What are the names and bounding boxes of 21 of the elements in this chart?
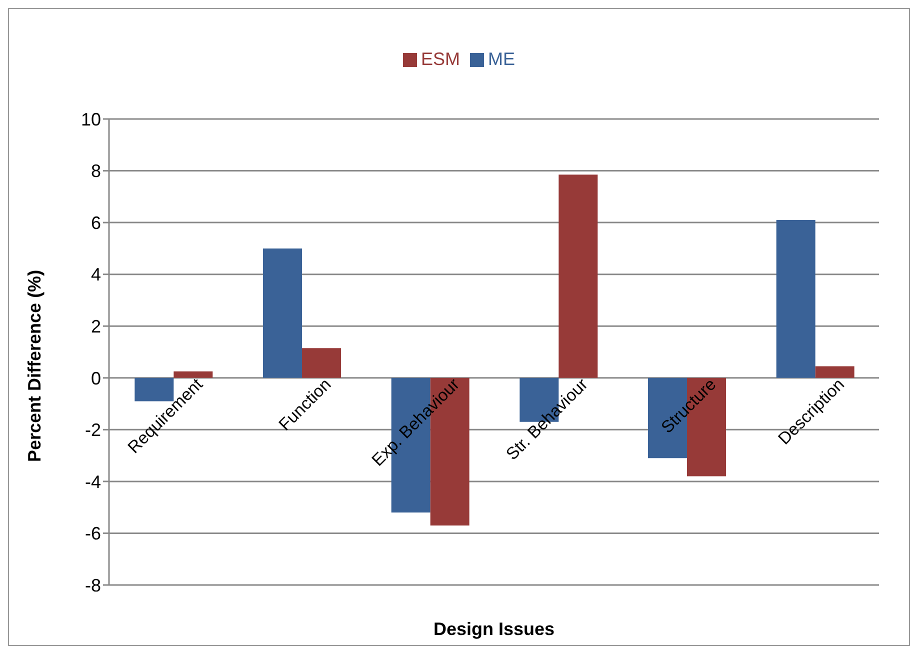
y-tick-label: -2 (84, 420, 101, 440)
legend-label: ME (488, 49, 515, 69)
legend-label: ESM (420, 49, 460, 69)
bar (263, 248, 302, 378)
y-tick-label: 4 (90, 264, 101, 285)
y-tick-label: 2 (90, 316, 101, 336)
x-axis-title: Design Issues (433, 619, 555, 639)
bar (134, 378, 174, 402)
y-tick-label: -6 (84, 524, 101, 544)
bar (558, 174, 598, 378)
bar (815, 366, 854, 378)
bar (302, 348, 341, 378)
y-tick-label: -8 (84, 575, 101, 596)
bar (776, 220, 816, 378)
y-tick-label: 6 (90, 212, 101, 233)
y-tick-label: -4 (84, 472, 101, 492)
y-tick-label: 0 (90, 368, 101, 388)
y-tick-label: 10 (80, 109, 101, 130)
bar (174, 371, 213, 378)
y-tick-label: 8 (90, 161, 101, 182)
y-axis-title: Percent Difference (%) (24, 270, 44, 462)
